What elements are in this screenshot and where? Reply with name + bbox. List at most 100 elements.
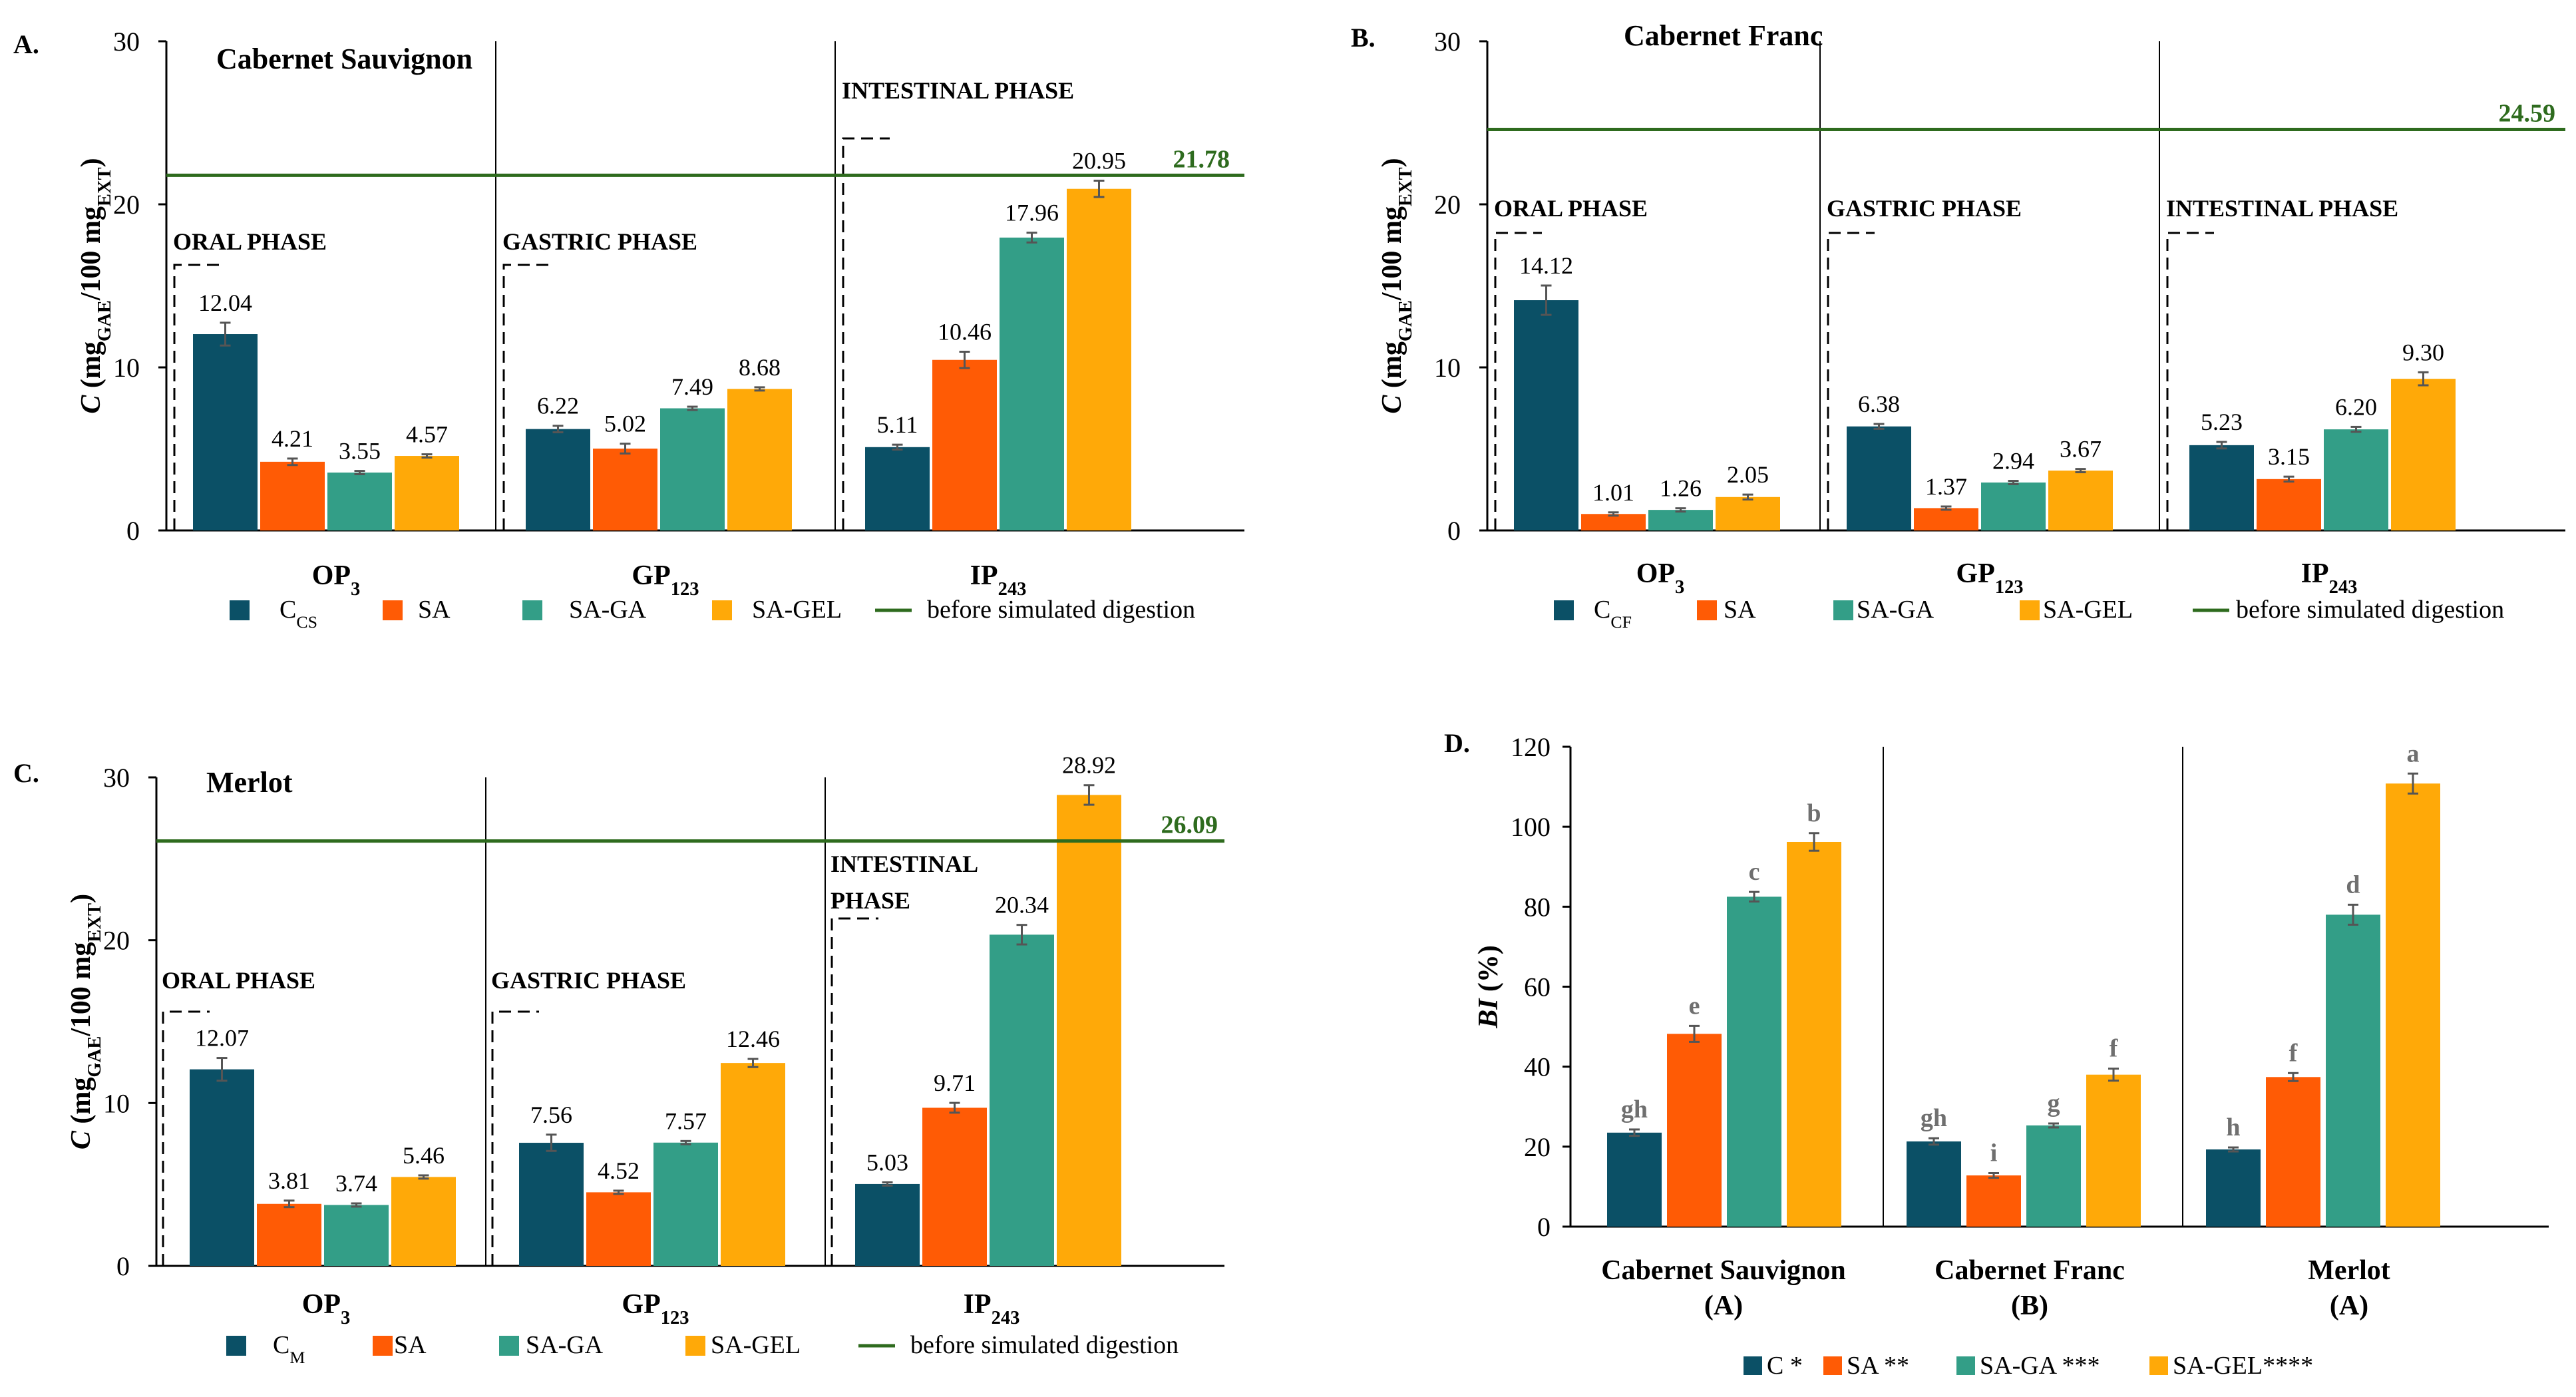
y-tick-label: 30 (1434, 27, 1461, 57)
legend-swatch (1956, 1356, 1975, 1375)
legend-swatch (712, 600, 732, 620)
text-part: 3 (341, 1308, 350, 1328)
x-category-sublabel: (A) (2330, 1291, 2368, 1321)
x-category-sublabel: (A) (1704, 1291, 1743, 1321)
bar (2189, 445, 2254, 530)
data-label: 7.56 (530, 1101, 572, 1128)
legend-swatch (499, 1336, 519, 1356)
bar (519, 1143, 584, 1266)
text-part: GP (1956, 558, 1994, 589)
bar (1581, 514, 1646, 530)
bar (2386, 783, 2440, 1227)
legend-swatch (1823, 1356, 1842, 1375)
data-label: 2.94 (1992, 448, 2034, 475)
bar (1000, 237, 1064, 530)
data-label: 3.74 (335, 1170, 377, 1197)
legend-label: SA (418, 596, 451, 624)
text-part: (%) (1473, 945, 1504, 998)
x-category-label: IP243 (970, 560, 1027, 600)
text-part: OP (1636, 558, 1675, 589)
bar (2391, 379, 2456, 530)
y-axis-label: C (mgGAE/100 mgEXT) (1377, 158, 1416, 413)
phase-label: GASTRIC PHASE (1827, 195, 2022, 222)
text-part: C (1594, 596, 1610, 624)
text-part: GAE (85, 1036, 105, 1078)
bar (586, 1192, 651, 1266)
data-label: 4.52 (598, 1157, 640, 1184)
text-part: ) (76, 158, 106, 167)
data-label: 1.01 (1592, 479, 1634, 506)
y-tick-label: 0 (116, 1251, 130, 1281)
significance-letter: d (2346, 871, 2360, 898)
significance-letter: a (2407, 739, 2420, 767)
bar (1981, 482, 2046, 530)
y-tick-label: 0 (1537, 1212, 1551, 1242)
y-tick-label: 80 (1524, 892, 1551, 922)
phase-label: GASTRIC PHASE (491, 967, 686, 994)
bar (865, 447, 930, 530)
text-part: CS (296, 612, 317, 632)
legend-label: SA ** (1847, 1352, 1909, 1380)
bar (193, 334, 258, 530)
text-part: (mg (76, 341, 106, 395)
bar (190, 1069, 254, 1266)
bar (395, 456, 459, 530)
text-part: 243 (2329, 577, 2358, 598)
y-axis-label: BI (%) (1473, 945, 1504, 1029)
bar (324, 1205, 389, 1266)
y-tick-label: 20 (113, 190, 140, 220)
panel-label: C. (13, 758, 39, 788)
text-part: (mg (1377, 341, 1407, 395)
data-label: 14.12 (1519, 252, 1573, 279)
significance-letter: gh (1921, 1104, 1947, 1132)
significance-letter: gh (1621, 1096, 1648, 1123)
bar (1648, 510, 1713, 530)
legend-label: before simulated digestion (927, 596, 1195, 624)
bar (2206, 1149, 2261, 1227)
data-label: 28.92 (1062, 752, 1116, 779)
panel-label: A. (13, 29, 39, 59)
reference-label: 26.09 (1161, 811, 1218, 839)
bar (1607, 1132, 1662, 1227)
text-part: /100 mg (66, 942, 96, 1037)
phase-bracket (1827, 232, 1875, 530)
bar (2266, 1077, 2320, 1227)
phase-label: ORAL PHASE (1494, 195, 1648, 222)
data-label: 9.71 (934, 1070, 976, 1096)
bar (257, 1203, 321, 1266)
data-label: 6.20 (2335, 393, 2377, 420)
legend-label: CM (273, 1331, 305, 1367)
data-label: 3.55 (339, 438, 381, 465)
significance-letter: f (2289, 1039, 2299, 1067)
legend-label: CCS (279, 596, 317, 632)
legend-label: SA (1724, 596, 1756, 624)
panel-A: A. Cabernet Sauvignon 0 10 20 30 C (mgGAE/100 … (13, 27, 1244, 632)
bar (2326, 914, 2380, 1227)
data-label: 1.37 (1925, 473, 1967, 500)
bar (1914, 508, 1978, 530)
data-label: 5.23 (2201, 409, 2243, 435)
text-part: GP (622, 1289, 660, 1320)
text-part: C (1377, 395, 1407, 414)
phase-bracket (173, 264, 221, 530)
x-category-label: OP3 (1636, 558, 1685, 598)
y-axis-label: C (mgGAE/100 mgEXT) (66, 894, 105, 1149)
bar (855, 1183, 920, 1266)
data-label: 12.07 (195, 1025, 249, 1052)
chart-title: Cabernet Franc (1624, 19, 1823, 52)
bar (653, 1142, 718, 1266)
text-part: IP (964, 1289, 992, 1320)
data-label: 3.67 (2060, 436, 2102, 463)
text-part: BI (1473, 998, 1504, 1029)
data-label: 7.49 (671, 373, 713, 400)
y-tick-label: 20 (1434, 190, 1461, 220)
text-part: C (273, 1331, 289, 1359)
x-category-label: OP3 (312, 560, 361, 600)
bar (1716, 497, 1780, 530)
text-part: EXT (85, 903, 105, 942)
text-part: CF (1610, 612, 1632, 632)
text-part: GAE (1395, 300, 1416, 341)
legend-label: SA-GEL (2043, 596, 2133, 624)
legend-swatch (373, 1336, 393, 1356)
